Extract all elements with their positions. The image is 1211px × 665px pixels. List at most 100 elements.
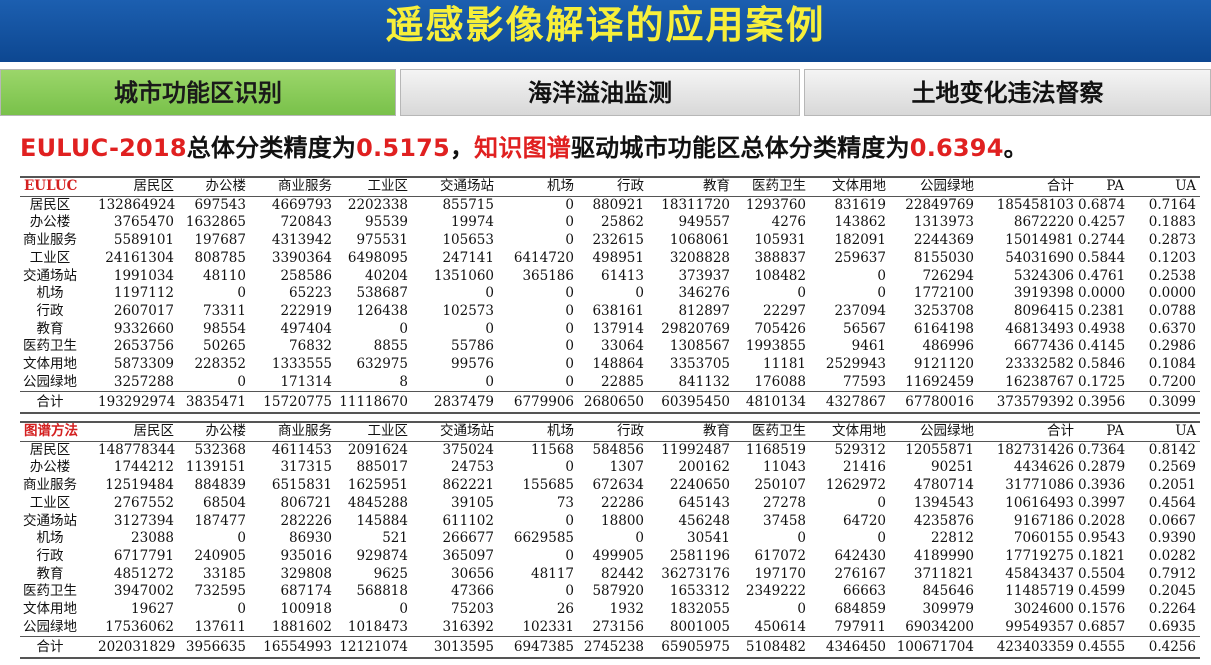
cell-industrial: 126438: [356, 302, 408, 319]
cell-sports-culture: 642430: [834, 547, 886, 564]
cell-residential: 4851272: [113, 565, 174, 582]
column-header-administrative: 行政: [578, 420, 648, 442]
cell-airport: 0: [565, 320, 574, 337]
total-cell-total: 423403359: [978, 636, 1078, 660]
cell-sports-culture: 529312: [834, 441, 886, 458]
cell-medical: 0: [797, 285, 806, 302]
cell-park-green: 4235876: [913, 512, 974, 529]
cell-sports-culture: 1262972: [825, 477, 886, 494]
cell-airport: 6629585: [513, 530, 574, 547]
cell-office: 73311: [203, 302, 246, 319]
cell-airport: 73: [556, 494, 574, 511]
cell-industrial: 885017: [356, 459, 408, 476]
cell-residential: 3947002: [113, 583, 174, 600]
cell-ua: 0.8142: [1148, 441, 1196, 458]
table-row: 教育 4851272 33185 329808 9625 30656 48117 82442 3…: [20, 566, 1200, 584]
cell-ua: 0.6370: [1148, 320, 1196, 337]
cell-industrial: 8: [399, 373, 408, 390]
column-header-airport: 机场: [498, 420, 578, 442]
cell-airport: 0: [565, 338, 574, 355]
total-cell-transport: 2837479: [412, 391, 498, 415]
cell-administrative: 498951: [592, 249, 644, 266]
cell-commercial: 282226: [280, 512, 332, 529]
cell-pa: 0.5844: [1078, 249, 1126, 266]
total-cell-administrative: 2680650: [578, 391, 648, 415]
column-header-park-green: 公园绿地: [890, 175, 978, 197]
cell-industrial: 2202338: [347, 196, 408, 213]
cell-commercial: 171314: [280, 373, 332, 390]
cell-commercial: 497404: [280, 320, 332, 337]
cell-medical: 0: [797, 530, 806, 547]
column-header-sports-culture: 文体用地: [810, 420, 890, 442]
cell-total: 182731426: [996, 441, 1074, 458]
cell-sports-culture: 684859: [834, 601, 886, 618]
cell-pa: 0.1821: [1078, 547, 1126, 564]
column-header-sports-culture: 文体用地: [810, 175, 890, 197]
cell-pa: 0.6874: [1078, 196, 1126, 213]
cell-office: 240905: [194, 547, 246, 564]
cell-airport: 48117: [531, 565, 574, 582]
tab-ocean-oil-spill[interactable]: 海洋溢油监测: [400, 69, 800, 116]
cell-park-green: 11692459: [905, 373, 974, 390]
cell-park-green: 726294: [922, 267, 974, 284]
tab-land-change-supervision[interactable]: 土地变化违法督察: [804, 69, 1211, 116]
cell-sports-culture: 0: [877, 285, 886, 302]
row-label: 办公楼: [29, 459, 71, 476]
cell-airport: 0: [565, 373, 574, 390]
table-row: 公园绿地 17536062 137611 1881602 1018473 316392 10…: [20, 619, 1200, 637]
cell-ua: 0.0788: [1148, 302, 1196, 319]
cell-park-green: 1772100: [913, 285, 974, 302]
cell-park-green: 845646: [922, 583, 974, 600]
cell-pa: 0.2028: [1078, 512, 1126, 529]
cell-medical: 1168519: [745, 441, 806, 458]
cell-education: 29820769: [661, 320, 730, 337]
cell-administrative: 638161: [592, 302, 644, 319]
cell-ua: 0.0000: [1148, 285, 1196, 302]
cell-medical: 617072: [754, 547, 806, 564]
cell-ua: 0.2538: [1148, 267, 1196, 284]
cell-total: 54031690: [1005, 249, 1074, 266]
cell-education: 200162: [678, 459, 730, 476]
cell-total: 16238767: [1005, 373, 1074, 390]
cell-transport: 365097: [442, 547, 494, 564]
cell-education: 3208828: [669, 249, 730, 266]
column-header-park-green: 公园绿地: [890, 420, 978, 442]
tab-urban-function-zone[interactable]: 城市功能区识别: [0, 69, 396, 116]
cell-sports-culture: 77593: [843, 373, 886, 390]
cell-office: 0: [237, 285, 246, 302]
cell-office: 228352: [194, 356, 246, 373]
cell-pa: 0.1576: [1078, 601, 1126, 618]
total-cell-residential: 193292974: [98, 391, 178, 415]
cell-commercial: 1333555: [271, 356, 332, 373]
cell-transport: 105653: [442, 232, 494, 249]
cell-transport: 855715: [442, 196, 494, 213]
total-cell-residential: 202031829: [98, 636, 178, 660]
cell-transport: 55786: [451, 338, 494, 355]
cell-pa: 0.2381: [1078, 302, 1126, 319]
row-label: 公园绿地: [23, 373, 77, 390]
cell-industrial: 538687: [356, 285, 408, 302]
total-row: 合计 202031829 3956635 16554993 12121074 301359…: [20, 636, 1200, 660]
cell-residential: 3257288: [113, 373, 174, 390]
row-label: 商业服务: [23, 232, 77, 249]
table-header-row: EULUC 居民区 办公楼 商业服务 工业区 交通场站 机场 行政 教育 医药卫生 文体用地 公园绿地…: [20, 175, 1200, 197]
table-row: 交通场站 3127394 187477 282226 145884 611102 0 1880…: [20, 513, 1200, 531]
column-header-medical: 医药卫生: [734, 175, 810, 197]
row-label: 机场: [36, 285, 64, 302]
table-row: 商业服务 5589101 197687 4313942 975531 105653 0 232…: [20, 232, 1200, 250]
cell-administrative: 148864: [592, 356, 644, 373]
row-label: 教育: [36, 565, 64, 582]
cell-commercial: 687174: [280, 583, 332, 600]
cell-residential: 19627: [131, 601, 174, 618]
cell-airport: 0: [565, 214, 574, 231]
cell-education: 346276: [678, 285, 730, 302]
column-header-office: 办公楼: [178, 420, 250, 442]
cell-airport: 0: [565, 547, 574, 564]
cell-administrative: 0: [635, 530, 644, 547]
cell-medical: 0: [797, 601, 806, 618]
table-row: 商业服务 12519484 884839 6515831 1625951 862221 15…: [20, 477, 1200, 495]
total-cell-office: 3956635: [178, 636, 250, 660]
cell-medical: 27278: [763, 494, 806, 511]
cell-pa: 0.6857: [1078, 618, 1126, 635]
summary-value-kg: 0.6394: [909, 134, 1004, 162]
